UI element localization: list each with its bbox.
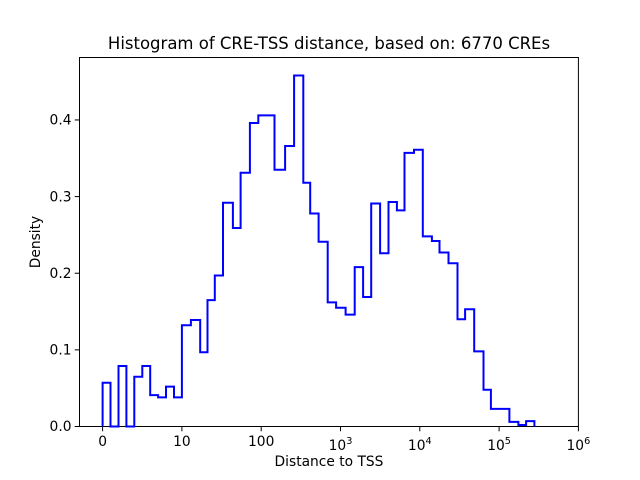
- y-tick-label: 0.4: [50, 113, 72, 129]
- x-tick-label: 104: [408, 436, 432, 454]
- density-step-line: [101, 74, 536, 428]
- x-tick-label: 105: [487, 436, 511, 454]
- x-tick-label: 106: [567, 436, 591, 454]
- x-tick-label: 0: [98, 434, 107, 450]
- y-tick-label: 0.0: [50, 419, 72, 435]
- y-tick-label: 0.3: [50, 189, 72, 205]
- x-tick-label: 103: [329, 436, 353, 454]
- y-tick-label: 0.1: [50, 343, 72, 359]
- y-tick-label: 0.2: [50, 266, 72, 282]
- plot-area: 0 10 100 103 104 105 106 0.0 0.1 0.2 0.3 0.4: [50, 57, 591, 454]
- plot-border: [79, 57, 579, 427]
- y-axis-label: Density: [28, 216, 44, 268]
- x-tick-label: 10: [173, 434, 191, 450]
- chart-title: Histogram of CRE-TSS distance, based on:…: [108, 34, 550, 53]
- x-tick-label: 100: [248, 434, 274, 450]
- x-axis-label: Distance to TSS: [275, 454, 384, 470]
